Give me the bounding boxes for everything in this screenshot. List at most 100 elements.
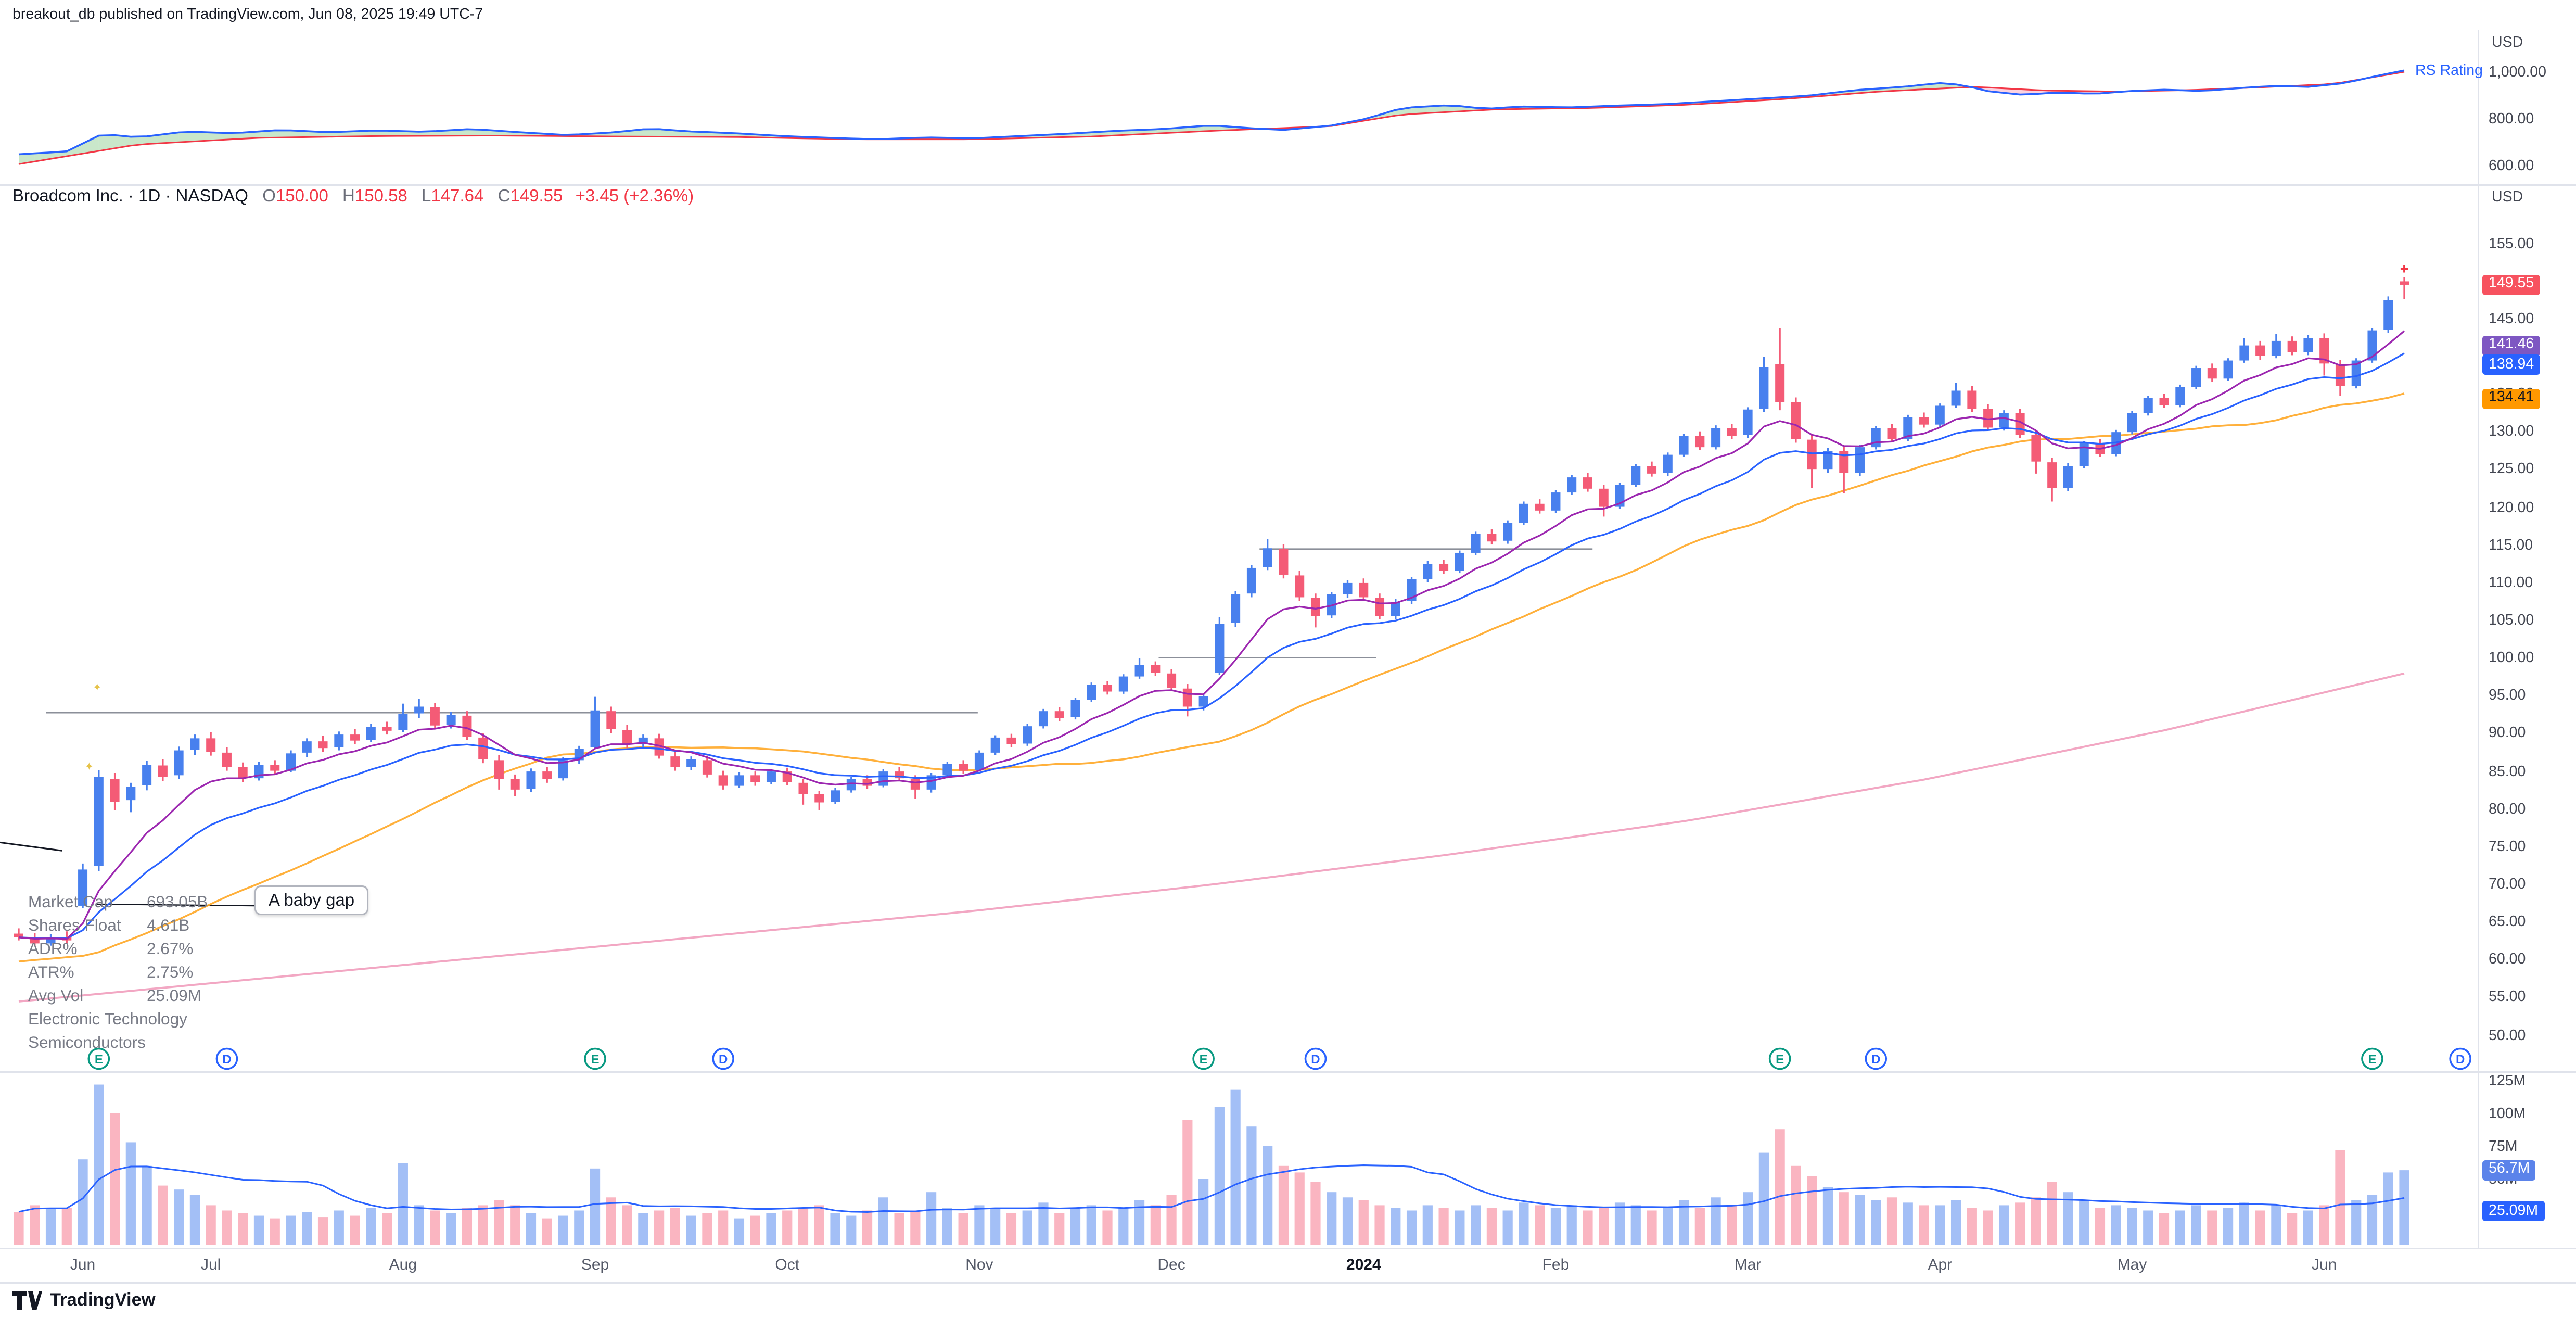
symbol-title[interactable]: Broadcom Inc. · 1D · NASDAQ bbox=[12, 187, 248, 206]
star-marker[interactable]: ✦ bbox=[93, 681, 102, 693]
event-circle bbox=[87, 1047, 110, 1070]
volume-bar bbox=[1967, 1208, 1977, 1245]
event-letter: D bbox=[222, 1053, 231, 1067]
candle-body bbox=[831, 790, 840, 802]
dividend-marker[interactable]: D bbox=[2449, 1047, 2471, 1070]
rs-fill bbox=[67, 143, 83, 157]
volume-bar bbox=[510, 1205, 520, 1245]
time-axis-label: Dec bbox=[1157, 1257, 1185, 1274]
volume-bar bbox=[1166, 1195, 1177, 1245]
rs-fill bbox=[643, 129, 659, 137]
panel-divider[interactable] bbox=[0, 1071, 2576, 1073]
candle-body bbox=[1951, 390, 1961, 406]
candle-body bbox=[78, 869, 88, 906]
ohlc-low-value: 147.64 bbox=[431, 187, 484, 206]
volume-bar bbox=[2031, 1197, 2042, 1245]
candle-body bbox=[1215, 624, 1225, 673]
volume-bar bbox=[1566, 1205, 1577, 1245]
rs-fill bbox=[355, 130, 371, 136]
candle-body bbox=[1983, 409, 1993, 428]
volume-bar bbox=[317, 1217, 328, 1245]
symbol-header: Broadcom Inc. · 1D · NASDAQ O150.00 H150… bbox=[12, 187, 694, 206]
earnings-marker[interactable]: E bbox=[1192, 1047, 1215, 1070]
volume-bar bbox=[558, 1215, 568, 1245]
candles-layer[interactable] bbox=[14, 277, 2409, 947]
sma50-badge: 134.41 bbox=[2482, 388, 2541, 409]
rs-fill bbox=[162, 132, 179, 143]
volume-bar bbox=[2287, 1213, 2298, 1245]
rs-fill bbox=[1411, 106, 1428, 114]
price-pane[interactable]: ✦ ✦ ✚ E D E D E D E D E D bbox=[0, 263, 2471, 1070]
time-axis-label: Jun bbox=[2311, 1257, 2337, 1274]
candle-body bbox=[398, 714, 408, 730]
volume-bar bbox=[670, 1208, 680, 1245]
event-circle bbox=[1865, 1047, 1888, 1070]
candle-body bbox=[302, 741, 312, 753]
volume-bar bbox=[926, 1192, 937, 1245]
volume-bar bbox=[1711, 1197, 1721, 1245]
volume-bar bbox=[702, 1213, 712, 1245]
rs-fill bbox=[275, 130, 291, 138]
earnings-marker[interactable]: E bbox=[2361, 1047, 2383, 1070]
volume-bar bbox=[1871, 1200, 1881, 1245]
candle-body bbox=[526, 771, 536, 789]
time-axis-label: Nov bbox=[965, 1257, 993, 1274]
volume-bar bbox=[1663, 1208, 1673, 1245]
candle-body bbox=[542, 771, 552, 779]
earnings-marker[interactable]: E bbox=[87, 1047, 110, 1070]
candle-body bbox=[798, 782, 808, 794]
volume-bar bbox=[1038, 1202, 1049, 1245]
candle-body bbox=[2159, 398, 2169, 405]
volume-bar bbox=[78, 1159, 88, 1245]
volume-bar bbox=[750, 1215, 760, 1245]
price-tick-label: 100.00 bbox=[2489, 650, 2534, 667]
candle-body bbox=[430, 707, 440, 726]
candle-body bbox=[2239, 345, 2249, 361]
rs-line bbox=[18, 69, 2405, 156]
candle-body bbox=[558, 760, 568, 779]
price-tick-label: 105.00 bbox=[2489, 612, 2534, 629]
volume-bar bbox=[94, 1084, 104, 1245]
event-letter: E bbox=[2368, 1053, 2376, 1067]
candle-body bbox=[1839, 451, 1849, 473]
volume-bar bbox=[910, 1210, 921, 1245]
volume-bar bbox=[1743, 1192, 1753, 1245]
panel-divider[interactable] bbox=[0, 184, 2576, 186]
candle-body bbox=[1231, 594, 1241, 623]
volume-bar bbox=[574, 1210, 584, 1245]
volume-bar bbox=[14, 1212, 24, 1245]
star-marker[interactable]: ✦ bbox=[85, 760, 94, 772]
earnings-marker[interactable]: E bbox=[1768, 1047, 1791, 1070]
candle-body bbox=[1263, 548, 1272, 567]
rs-fill bbox=[291, 130, 307, 137]
ema21-badge: 138.94 bbox=[2482, 354, 2541, 375]
volume-bar bbox=[1182, 1120, 1193, 1245]
rs-pane[interactable] bbox=[18, 69, 2405, 165]
candle-body bbox=[1103, 685, 1113, 692]
volume-bar bbox=[253, 1215, 264, 1245]
tradingview-logo-icon[interactable] bbox=[12, 1290, 42, 1310]
volume-pane[interactable] bbox=[14, 1084, 2409, 1245]
ohlc-high-label: H bbox=[342, 187, 355, 206]
earnings-marker[interactable]: E bbox=[584, 1047, 606, 1070]
trend-segment[interactable] bbox=[0, 841, 62, 852]
plus-marker[interactable]: ✚ bbox=[2400, 263, 2408, 275]
candle-body bbox=[1167, 673, 1177, 688]
dividend-marker[interactable]: D bbox=[1304, 1047, 1327, 1070]
candle-body bbox=[1775, 364, 1785, 402]
dividend-marker[interactable]: D bbox=[712, 1047, 734, 1070]
event-circle bbox=[1768, 1047, 1791, 1070]
brand-text[interactable]: TradingView bbox=[50, 1290, 156, 1310]
dividend-marker[interactable]: D bbox=[1865, 1047, 1888, 1070]
candle-body bbox=[1871, 428, 1881, 448]
price-tick-label: 120.00 bbox=[2489, 499, 2534, 516]
dividend-marker[interactable]: D bbox=[215, 1047, 238, 1070]
candle-body bbox=[1343, 582, 1353, 594]
rs-fill bbox=[211, 132, 227, 141]
volume-bar bbox=[1118, 1208, 1129, 1245]
sector-text: Electronic Technology bbox=[28, 1010, 187, 1029]
baby-gap-callout[interactable]: A baby gap bbox=[254, 885, 369, 915]
rs-fill bbox=[259, 130, 275, 138]
